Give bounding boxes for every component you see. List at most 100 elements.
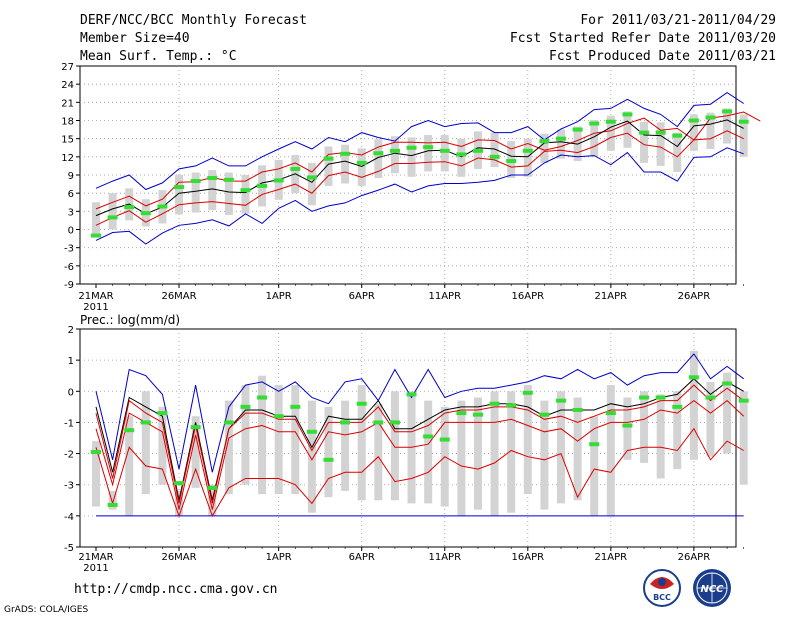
spread-bar: [640, 121, 649, 163]
spread-bar: [374, 139, 383, 179]
forecast-marker: [140, 420, 151, 425]
forecast-marker: [257, 183, 268, 188]
forecast-marker: [539, 139, 550, 144]
forecast-marker: [605, 119, 616, 124]
x-tick-label: 16APR: [512, 552, 545, 563]
y-tick-label: -3: [64, 244, 74, 255]
forecast-marker: [722, 381, 733, 386]
ncc-logo-text: NCC: [700, 584, 724, 595]
spread-bar: [656, 394, 665, 479]
forecast-marker: [672, 133, 683, 138]
spread-bar: [606, 385, 615, 516]
forecast-marker: [439, 437, 450, 442]
spread-bar: [324, 146, 333, 186]
series-max-line: [95, 91, 744, 191]
precipitation-chart: -5 -4 -3 -2 -1 0 1 2 21MAR 26MAR 1APR 6APR 11APR 16AP…: [64, 313, 749, 574]
forecast-marker: [406, 392, 417, 397]
x-tick-label: 26APR: [678, 552, 711, 563]
forecast-marker: [572, 407, 583, 412]
forecast-marker: [589, 121, 600, 126]
forecast-marker: [639, 130, 650, 135]
x-tick-label: 11APR: [428, 291, 461, 302]
forecast-marker: [190, 179, 201, 184]
x-tick-label: 11APR: [428, 552, 461, 563]
spread-bar: [640, 391, 649, 463]
y-tick-label: 24: [61, 80, 74, 91]
spread-bar: [457, 400, 466, 516]
forecast-marker: [705, 115, 716, 120]
spread-bar: [357, 385, 366, 501]
spread-bar: [723, 372, 732, 454]
member-size-label: Member Size=40: [80, 31, 190, 46]
y-tick-label: 6: [68, 189, 74, 200]
forecast-marker: [622, 423, 633, 428]
y-tick-label: -2: [64, 450, 74, 461]
spread-bar: [390, 391, 399, 501]
spread-bar: [224, 400, 233, 495]
y-tick-label: 1: [68, 356, 74, 367]
series-q75-line: [95, 111, 761, 210]
forecast-marker: [124, 428, 135, 433]
forecast-marker: [323, 156, 334, 161]
spread-bar: [689, 114, 698, 151]
x-tick-label: 21MAR: [78, 552, 113, 563]
spread-bar: [341, 400, 350, 491]
precip-title: Prec.: log(mm/d): [80, 313, 180, 327]
forecast-marker: [207, 176, 218, 181]
forecast-marker: [688, 375, 699, 380]
spread-bar: [324, 406, 333, 498]
spread-bar: [191, 416, 200, 488]
forecast-marker: [140, 211, 151, 216]
spread-bar: [689, 350, 698, 460]
source-url[interactable]: http://cmdp.ncc.cma.gov.cn: [74, 582, 278, 597]
forecast-marker: [589, 442, 600, 447]
forecast-marker: [456, 152, 467, 157]
x-tick-label: 21APR: [595, 552, 628, 563]
grads-credit: GrADS: COLA/IGES: [4, 605, 89, 615]
series-median-line: [95, 378, 744, 501]
bcc-logo: BCC: [643, 569, 681, 607]
y-tick-label: -5: [64, 543, 74, 554]
forecast-marker: [639, 395, 650, 400]
forecast-marker: [373, 151, 384, 156]
x-tick-label: 1APR: [266, 552, 292, 563]
bcc-logo-text: BCC: [653, 593, 671, 602]
spread-bar: [191, 172, 200, 213]
forecast-marker: [605, 411, 616, 416]
ncc-logo: NCC: [693, 569, 731, 607]
spread-bar: [291, 385, 300, 495]
spread-bar: [108, 193, 117, 230]
forecast-marker: [223, 420, 234, 425]
forecast-marker: [174, 481, 185, 486]
forecast-marker: [738, 119, 749, 124]
spread-bar: [490, 391, 499, 516]
spread-bar: [590, 119, 599, 157]
spread-bar: [407, 137, 416, 177]
y-tick-label: 2: [68, 325, 74, 336]
spread-bar: [241, 385, 250, 485]
y-tick-label: -9: [64, 280, 74, 291]
forecast-marker: [489, 401, 500, 406]
x-tick-label: 16APR: [512, 291, 545, 302]
forecast-marker: [738, 398, 749, 403]
spread-bar: [573, 397, 582, 501]
series-q25-line: [95, 130, 744, 226]
forecast-marker: [406, 145, 417, 150]
spread-bar: [108, 490, 117, 510]
forecast-marker: [124, 205, 135, 210]
forecast-marker: [506, 403, 517, 408]
year-label: 2011: [83, 302, 108, 313]
spread-bar: [258, 375, 267, 495]
forecast-marker: [207, 485, 218, 490]
forecast-marker: [91, 233, 101, 238]
spread-bar: [341, 144, 350, 184]
spread-bar: [623, 111, 632, 148]
forecast-marker: [190, 425, 201, 430]
forecast-marker: [423, 434, 434, 439]
spread-bar: [490, 132, 499, 168]
spread-bar: [523, 138, 532, 177]
x-tick-label: 26MAR: [161, 291, 196, 302]
forecast-marker: [389, 420, 400, 425]
series-max-line: [95, 353, 744, 473]
forecast-marker: [240, 188, 251, 193]
